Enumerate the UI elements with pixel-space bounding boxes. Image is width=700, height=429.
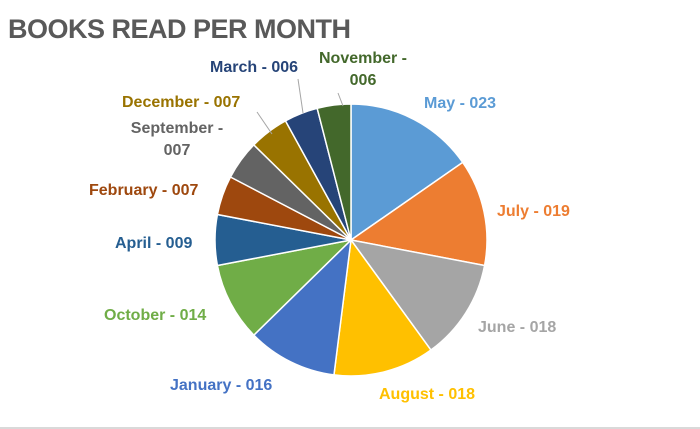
slice-label-april: April - 009 bbox=[115, 235, 192, 252]
leader-line bbox=[297, 78, 304, 114]
pie-slice-may bbox=[350, 103, 464, 242]
slice-label-december: December - 007 bbox=[122, 94, 240, 111]
leader-line bbox=[337, 92, 344, 107]
slice-label-november: November -006 bbox=[319, 50, 407, 89]
pie-slice-january bbox=[252, 237, 353, 376]
pie-slice-june bbox=[349, 238, 486, 352]
slice-label-june: June - 018 bbox=[478, 319, 556, 336]
slice-label-march: March - 006 bbox=[210, 59, 298, 76]
slice-label-august: August - 018 bbox=[379, 386, 475, 403]
slice-label-may: May - 023 bbox=[424, 95, 496, 112]
slice-label-october: October - 014 bbox=[104, 307, 206, 324]
slice-label-september: September -007 bbox=[131, 120, 223, 159]
slice-label-january: January - 016 bbox=[170, 377, 272, 394]
slice-label-july: July - 019 bbox=[497, 203, 570, 220]
leader-line bbox=[256, 111, 273, 135]
chart-title: BOOKS READ PER MONTH bbox=[8, 14, 351, 44]
bottom-border bbox=[0, 427, 700, 429]
pie-slice-july bbox=[349, 161, 488, 267]
pie-slice-november bbox=[316, 103, 352, 241]
pie-slice-august bbox=[333, 238, 432, 377]
slice-label-february: February - 007 bbox=[89, 182, 198, 199]
pie-slice-october bbox=[216, 238, 354, 337]
